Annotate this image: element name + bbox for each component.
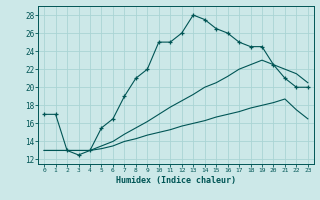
X-axis label: Humidex (Indice chaleur): Humidex (Indice chaleur) <box>116 176 236 185</box>
